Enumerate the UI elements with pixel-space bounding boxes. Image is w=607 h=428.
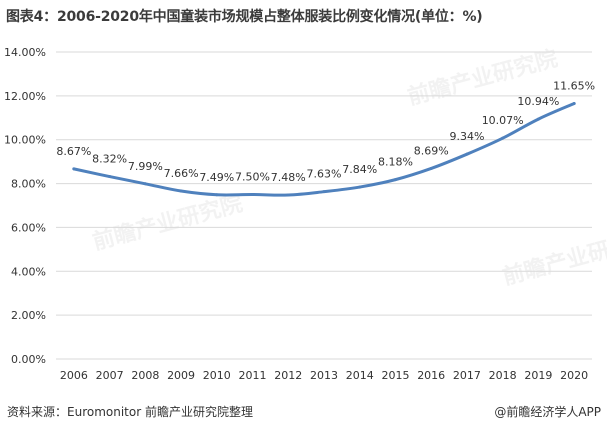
data-point xyxy=(572,102,576,106)
x-tick-label: 2012 xyxy=(274,369,302,382)
y-tick-label: 10.00% xyxy=(4,134,46,147)
data-point xyxy=(108,175,112,179)
data-labels: 8.67%8.32%7.99%7.66% 7.49% 7.50% 7.48% 7.63%… xyxy=(56,80,595,184)
x-tick-label: 2015 xyxy=(381,369,409,382)
data-label: 8.67% xyxy=(56,145,91,158)
x-tick-label: 2009 xyxy=(167,369,195,382)
x-tick-label: 2019 xyxy=(524,369,552,382)
data-label: 7.50% xyxy=(235,171,270,184)
data-label: 10.94% xyxy=(517,95,559,108)
data-label: 7.99% xyxy=(128,160,163,173)
x-tick-label: 2014 xyxy=(346,369,374,382)
x-tick-label: 2010 xyxy=(203,369,231,382)
y-tick-label: 14.00% xyxy=(4,46,46,59)
x-tick-label: 2016 xyxy=(417,369,445,382)
series-line xyxy=(72,102,576,197)
data-label: 9.34% xyxy=(449,130,484,143)
data-point xyxy=(429,166,433,170)
data-point xyxy=(215,193,219,197)
y-tick-label: 4.00% xyxy=(11,265,46,278)
y-tick-label: 12.00% xyxy=(4,90,46,103)
data-point xyxy=(393,178,397,182)
x-tick-label: 2018 xyxy=(489,369,517,382)
y-tick-label: 2.00% xyxy=(11,309,46,322)
x-tick-label: 2011 xyxy=(239,369,267,382)
data-label: 7.84% xyxy=(342,163,377,176)
data-label: 11.65% xyxy=(553,80,595,93)
data-point xyxy=(465,152,469,156)
data-point xyxy=(358,185,362,189)
y-tick-label: 6.00% xyxy=(11,221,46,234)
x-tick-label: 2020 xyxy=(560,369,588,382)
data-label: 7.63% xyxy=(307,168,342,181)
data-label: 7.66% xyxy=(164,167,199,180)
x-axis-ticks: 2006 2007 2008 2009 2010 2011 2012 2013 2014 2015… xyxy=(60,369,588,382)
x-tick-label: 2017 xyxy=(453,369,481,382)
credit-note: @前瞻经济学人APP xyxy=(494,405,601,419)
data-point xyxy=(179,189,183,193)
data-label: 10.07% xyxy=(482,114,524,127)
data-point xyxy=(72,167,76,171)
source-note: 资料来源：Euromonitor 前瞻产业研究院整理 xyxy=(7,405,253,419)
x-tick-label: 2013 xyxy=(310,369,338,382)
y-tick-label: 0.00% xyxy=(11,353,46,366)
data-label: 8.69% xyxy=(414,144,449,157)
x-tick-label: 2006 xyxy=(60,369,88,382)
y-axis-ticks: 0.00% 2.00% 4.00% 6.00% 8.00% 10.00% 12.00% 14.… xyxy=(4,46,46,366)
data-point xyxy=(251,193,255,197)
x-tick-label: 2007 xyxy=(96,369,124,382)
data-point xyxy=(322,190,326,194)
data-point xyxy=(536,117,540,121)
chart-title: 图表4：2006-2020年中国童装市场规模占整体服装比例变化情况(单位：%) xyxy=(6,9,483,25)
data-point xyxy=(501,136,505,140)
y-tick-label: 8.00% xyxy=(11,178,46,191)
data-point xyxy=(143,182,147,186)
gridlines xyxy=(56,51,592,360)
data-label: 8.32% xyxy=(92,153,127,166)
data-label: 7.49% xyxy=(199,171,234,184)
x-tick-label: 2008 xyxy=(131,369,159,382)
data-label: 7.48% xyxy=(271,171,306,184)
data-label: 8.18% xyxy=(378,156,413,169)
data-point xyxy=(286,193,290,197)
